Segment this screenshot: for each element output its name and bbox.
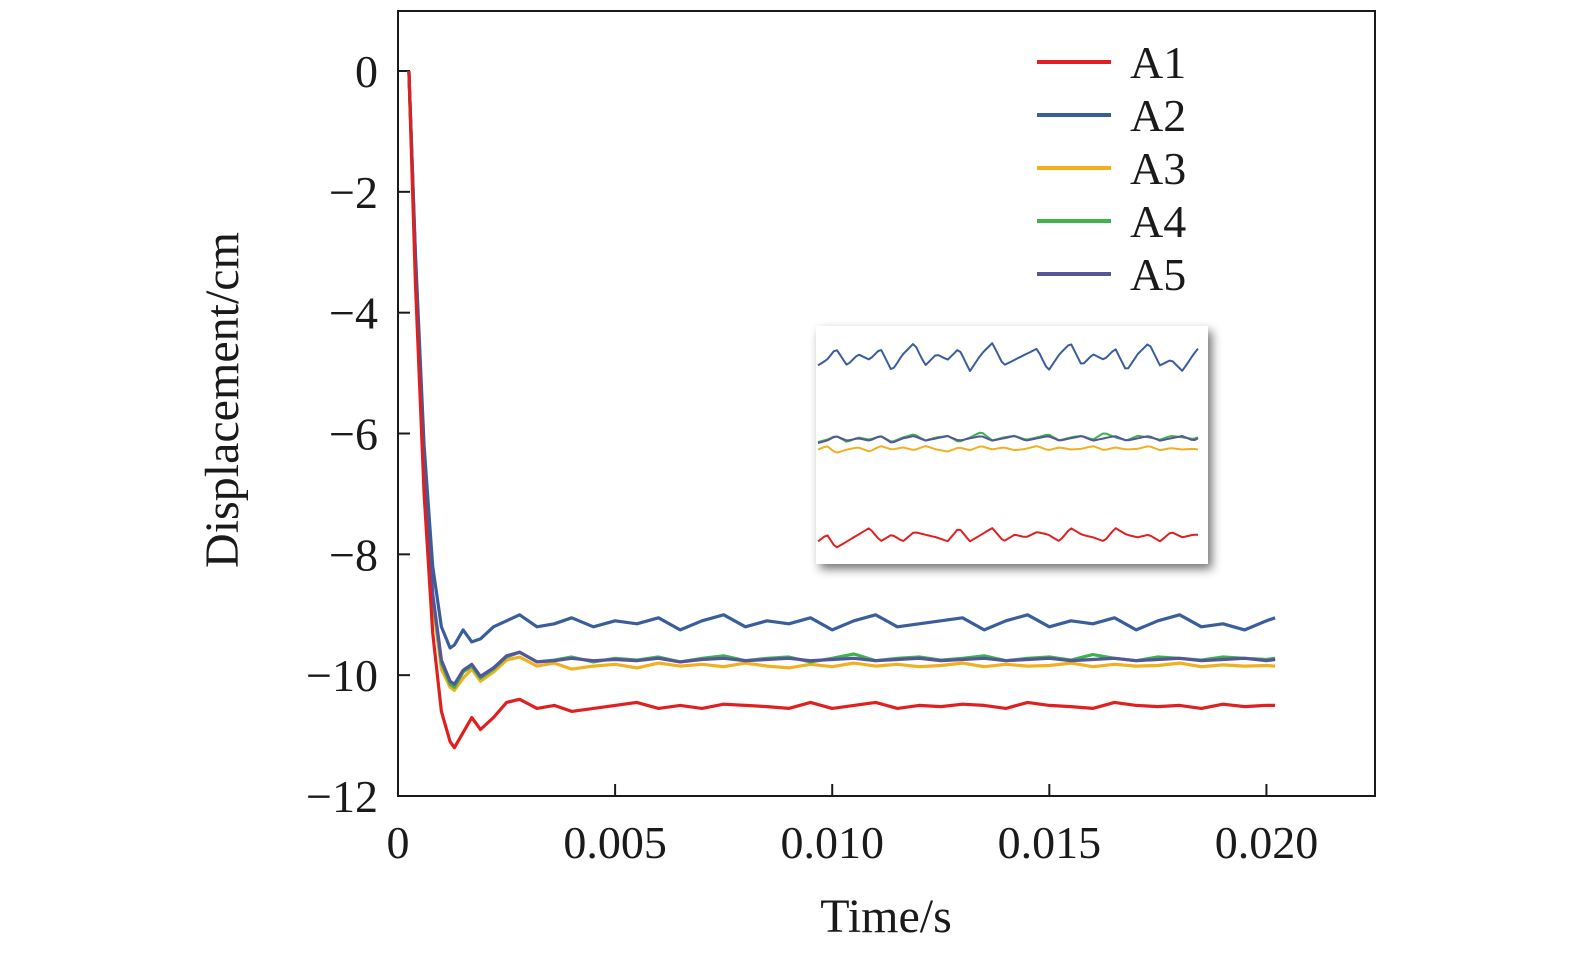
- y-tick-label: −12: [306, 771, 378, 822]
- inset-line-a5: [817, 435, 1199, 444]
- x-tick-label: 0.015: [998, 817, 1102, 868]
- x-tick-label: 0.020: [1215, 817, 1319, 868]
- y-tick-label: −10: [306, 650, 378, 701]
- inset-frame: [816, 326, 1208, 564]
- series-line-a2: [407, 70, 1276, 650]
- inset-series-layer: [817, 342, 1199, 549]
- y-tick-label: −4: [329, 288, 378, 339]
- legend-label-a4: A4: [1130, 196, 1186, 247]
- legend-label-a5: A5: [1130, 249, 1186, 300]
- inset-line-a2: [817, 342, 1199, 372]
- y-tick-label: −8: [329, 529, 378, 580]
- series-line-a5: [407, 70, 1276, 686]
- series-line-a3: [407, 70, 1276, 692]
- legend-label-a2: A2: [1130, 90, 1186, 141]
- series-line-a1: [407, 70, 1276, 750]
- series-layer: [407, 70, 1276, 750]
- legend-label-a1: A1: [1130, 37, 1186, 88]
- plot-frame: [397, 10, 1376, 797]
- x-axis: 0 0.005 0.010 0.015 0.020: [387, 784, 1319, 868]
- y-axis: 0 −2 −4 −6 −8 −10 −12: [306, 46, 410, 822]
- y-tick-label: 0: [355, 46, 378, 97]
- x-tick-label: 0.010: [780, 817, 884, 868]
- y-axis-title: Displacement/cm: [196, 232, 249, 568]
- inset-zoom-panel: [816, 326, 1208, 564]
- x-tick-label: 0.005: [563, 817, 667, 868]
- y-tick-label: −6: [329, 409, 378, 460]
- legend-label-a3: A3: [1130, 143, 1186, 194]
- x-tick-label: 0: [387, 817, 410, 868]
- y-tick-label: −2: [329, 167, 378, 218]
- inset-line-a1: [817, 527, 1198, 549]
- inset-line-a3: [817, 445, 1199, 454]
- x-axis-title: Time/s: [820, 890, 952, 943]
